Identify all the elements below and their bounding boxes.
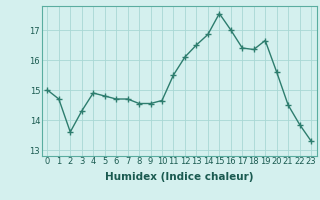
X-axis label: Humidex (Indice chaleur): Humidex (Indice chaleur) — [105, 172, 253, 182]
